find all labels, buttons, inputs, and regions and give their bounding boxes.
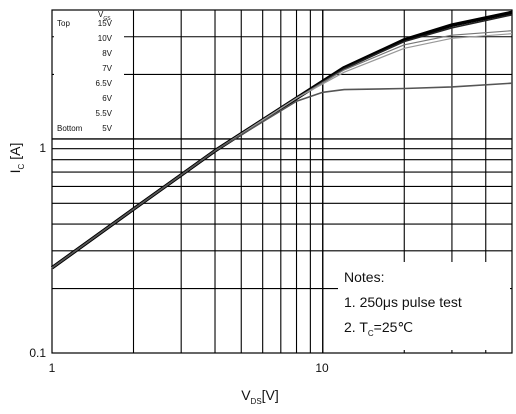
series-line-5v [51, 82, 513, 269]
legend-entry-5.5v: 5.5V [96, 109, 113, 118]
legend-entry-6.5v: 6.5V [96, 79, 113, 88]
legend-entry-7v: 7V [102, 64, 112, 73]
notes-background [338, 262, 510, 350]
curves [50, 10, 513, 270]
notes-line-1: 1. 250μs pulse test [344, 294, 462, 310]
notes-title: Notes: [344, 269, 384, 285]
x-tick-label-1: 1 [49, 361, 56, 375]
grid [52, 10, 512, 353]
y-tick-label-1: 1 [39, 141, 46, 155]
legend-top-label: Top [57, 19, 70, 28]
legend: VGS Top Bottom 15V 10V 8V 7V 6.5V 6V 5.5… [54, 10, 124, 136]
y-tick-label-0.1: 0.1 [29, 346, 46, 360]
notes-line-2: 2. TC=25℃ [344, 319, 413, 338]
notes-box: Notes: 1. 250μs pulse test 2. TC=25℃ [338, 262, 510, 350]
legend-entry-10v: 10V [98, 34, 113, 43]
legend-bottom-label: Bottom [57, 124, 83, 133]
y-axis-label: IC [A] [7, 143, 26, 174]
legend-entry-8v: 8V [102, 49, 112, 58]
legend-background [54, 11, 124, 136]
legend-entry-5v: 5V [102, 124, 112, 133]
x-tick-label-10: 10 [315, 361, 329, 375]
legend-header: VGS [98, 10, 111, 22]
legend-entry-6v: 6V [102, 94, 112, 103]
legend-entry-15v: 15V [98, 19, 113, 28]
x-axis-label: VDS[V] [241, 387, 279, 406]
